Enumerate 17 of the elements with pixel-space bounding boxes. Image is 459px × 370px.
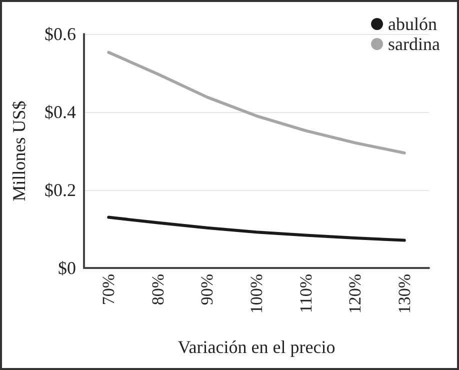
- x-axis-title: Variación en el precio: [178, 337, 336, 357]
- x-tick-label: 130%: [394, 274, 414, 314]
- x-tick-label: 90%: [198, 274, 217, 306]
- legend-label: sardina: [388, 34, 440, 54]
- y-tick-label: $0.6: [44, 24, 76, 44]
- y-tick-label: $0.2: [44, 180, 76, 200]
- y-tick-label: $0.4: [44, 102, 76, 122]
- y-tick-label: $0: [58, 258, 76, 278]
- x-tick-label: 80%: [148, 274, 168, 306]
- x-tick-label: 110%: [296, 274, 316, 314]
- x-tick-label: 100%: [247, 274, 266, 314]
- y-axis-title: Millones US$: [9, 100, 29, 202]
- legend-label: abulón: [388, 14, 438, 34]
- x-tick-label: 120%: [346, 274, 365, 314]
- line-series: [107, 50, 406, 154]
- line-series: [107, 216, 406, 242]
- x-tick-label: 70%: [99, 274, 118, 306]
